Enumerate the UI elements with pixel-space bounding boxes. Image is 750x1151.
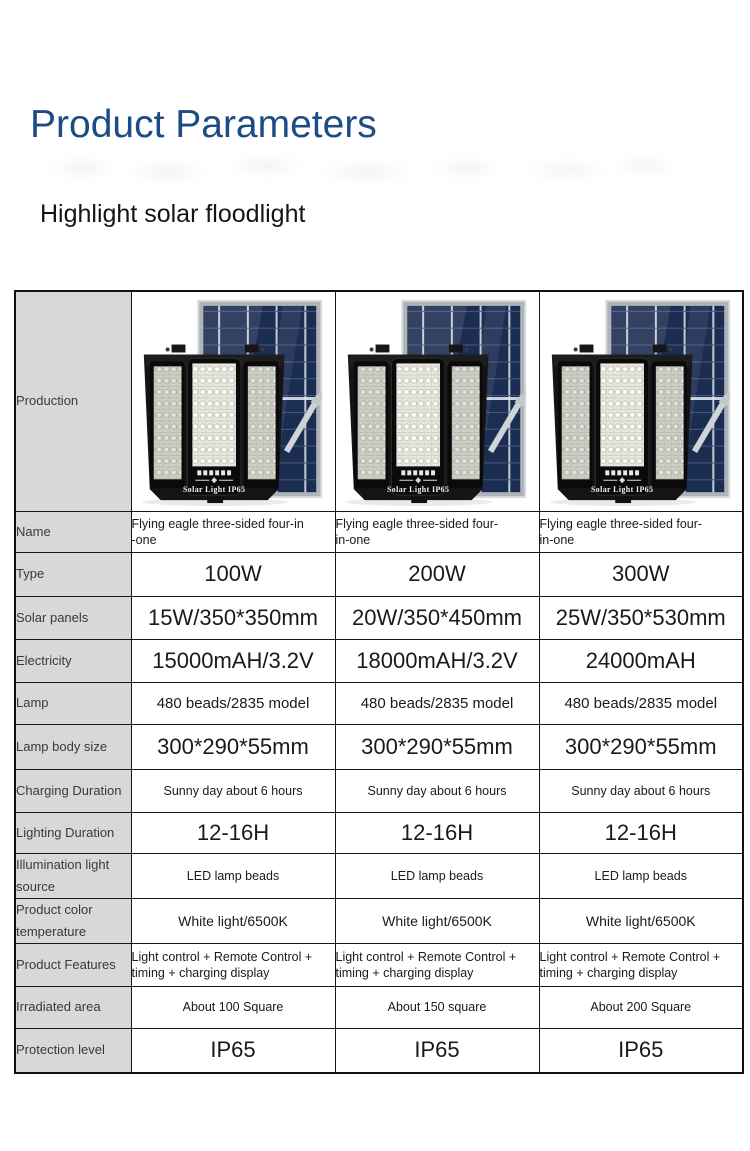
spec-cell: 18000mAH/3.2V xyxy=(334,638,540,683)
spec-cell: 15W/350*350mm xyxy=(130,595,336,640)
spec-cell: Sunny day about 6 hours xyxy=(130,768,336,813)
row-label: Name xyxy=(14,510,132,553)
spec-cell: IP65 xyxy=(130,1027,336,1074)
spec-cell: 15000mAH/3.2V xyxy=(130,638,336,683)
table-row-protection-level: Protection level IP65 IP65 IP65 xyxy=(14,1027,744,1074)
row-label: Product color temperature xyxy=(14,897,132,944)
spec-cell: Flying eagle three-sided four-in -one xyxy=(130,510,336,553)
spec-cell: White light/6500K xyxy=(334,897,540,944)
row-label: Solar panels xyxy=(14,595,132,640)
spec-cell: About 150 square xyxy=(334,985,540,1029)
spec-cell: Light control + Remote Control + timing … xyxy=(538,942,744,987)
table-row-lamp-body-size: Lamp body size 300*290*55mm 300*290*55mm… xyxy=(14,723,744,770)
product-photo-cell xyxy=(334,290,540,512)
table-row-type: Type 100W 200W 300W xyxy=(14,551,744,597)
spec-cell: 480 beads/2835 model xyxy=(130,681,336,725)
product-image xyxy=(133,295,333,509)
spec-cell: 12-16H xyxy=(538,811,744,854)
row-label: Lighting Duration xyxy=(14,811,132,854)
page-title: Product Parameters xyxy=(30,103,377,146)
spec-cell: 12-16H xyxy=(334,811,540,854)
spec-cell: Flying eagle three-sided four- in-one xyxy=(334,510,540,553)
spec-table: Production Name Flying eagle three-sided… xyxy=(14,290,744,1074)
spec-cell: About 200 Square xyxy=(538,985,744,1029)
product-image xyxy=(337,295,537,509)
spec-cell: White light/6500K xyxy=(538,897,744,944)
spec-cell: 200W xyxy=(334,551,540,597)
spec-cell: White light/6500K xyxy=(130,897,336,944)
row-label: Protection level xyxy=(14,1027,132,1074)
table-row-lighting-duration: Lighting Duration 12-16H 12-16H 12-16H xyxy=(14,811,744,854)
spec-cell: LED lamp beads xyxy=(538,852,744,899)
spec-cell: LED lamp beads xyxy=(334,852,540,899)
spec-cell: Light control + Remote Control + timing … xyxy=(334,942,540,987)
spec-cell: LED lamp beads xyxy=(130,852,336,899)
row-label: Lamp body size xyxy=(14,723,132,770)
spec-cell: 25W/350*530mm xyxy=(538,595,744,640)
product-image xyxy=(541,295,741,509)
table-row-solar-panels: Solar panels 15W/350*350mm 20W/350*450mm… xyxy=(14,595,744,640)
row-label: Irradiated area xyxy=(14,985,132,1029)
row-label: Electricity xyxy=(14,638,132,683)
spec-cell: Sunny day about 6 hours xyxy=(334,768,540,813)
row-label: Charging Duration xyxy=(14,768,132,813)
row-label: Type xyxy=(14,551,132,597)
table-row-product-features: Product Features Light control + Remote … xyxy=(14,942,744,987)
production-row: Production xyxy=(14,290,744,512)
table-row-illumination-source: Illumination light source LED lamp beads… xyxy=(14,852,744,899)
row-label-production: Production xyxy=(14,290,132,512)
table-row-irradiated-area: Irradiated area About 100 Square About 1… xyxy=(14,985,744,1029)
spec-cell: IP65 xyxy=(334,1027,540,1074)
spec-cell: 24000mAH xyxy=(538,638,744,683)
spec-cell: Sunny day about 6 hours xyxy=(538,768,744,813)
page-subtitle: Highlight solar floodlight xyxy=(40,200,306,228)
spec-cell: 100W xyxy=(130,551,336,597)
product-photo-cell xyxy=(130,290,336,512)
product-photo-cell xyxy=(538,290,744,512)
table-row-charging-duration: Charging Duration Sunny day about 6 hour… xyxy=(14,768,744,813)
row-label: Product Features xyxy=(14,942,132,987)
row-label: Illumination light source xyxy=(14,852,132,899)
spec-cell: Light control + Remote Control + timing … xyxy=(130,942,336,987)
spec-cell: 480 beads/2835 model xyxy=(334,681,540,725)
spec-cell: 300*290*55mm xyxy=(334,723,540,770)
spec-cell: 300*290*55mm xyxy=(130,723,336,770)
spec-cell: 300W xyxy=(538,551,744,597)
spec-cell: 480 beads/2835 model xyxy=(538,681,744,725)
table-row-electricity: Electricity 15000mAH/3.2V 18000mAH/3.2V … xyxy=(14,638,744,683)
faded-watermark xyxy=(36,150,686,188)
table-row-color-temperature: Product color temperature White light/65… xyxy=(14,897,744,944)
spec-cell: Flying eagle three-sided four- in-one xyxy=(538,510,744,553)
spec-cell: 12-16H xyxy=(130,811,336,854)
spec-cell: About 100 Square xyxy=(130,985,336,1029)
table-row-lamp: Lamp 480 beads/2835 model 480 beads/2835… xyxy=(14,681,744,725)
table-row-name: Name Flying eagle three-sided four-in -o… xyxy=(14,510,744,553)
spec-cell: 300*290*55mm xyxy=(538,723,744,770)
row-label: Lamp xyxy=(14,681,132,725)
spec-cell: 20W/350*450mm xyxy=(334,595,540,640)
spec-cell: IP65 xyxy=(538,1027,744,1074)
